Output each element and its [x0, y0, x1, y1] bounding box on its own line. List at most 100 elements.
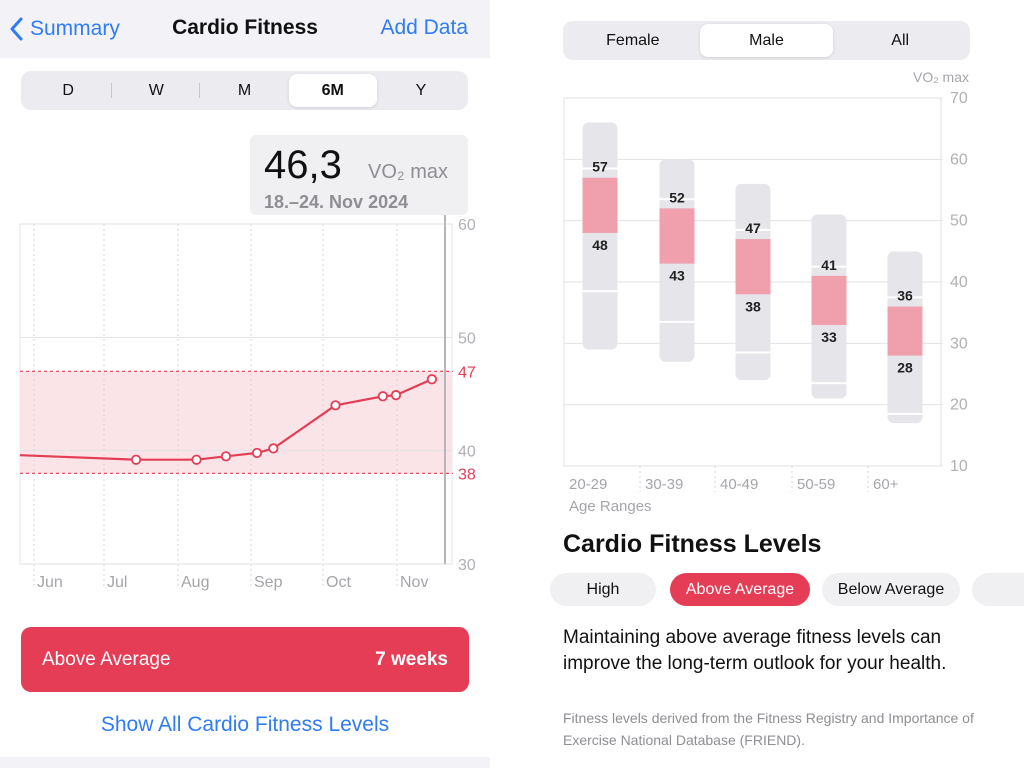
- series-line: [19, 378, 433, 461]
- category-label: 20-29: [569, 476, 607, 493]
- chip-above-average[interactable]: Above Average: [670, 573, 810, 606]
- range-high-label: 41: [821, 257, 837, 273]
- x-axis-title: Age Ranges: [569, 498, 652, 515]
- level-gap: [811, 382, 847, 385]
- range-high-label: 52: [669, 189, 685, 205]
- data-point: [268, 443, 279, 454]
- x-tick-label: Aug: [181, 574, 209, 591]
- level-description: Maintaining above average fitness levels…: [563, 627, 947, 674]
- navigation-bar: Summary Cardio Fitness Add Data: [0, 0, 490, 58]
- range-low-label: 33: [821, 329, 837, 345]
- page-title: Cardio Fitness: [172, 16, 318, 39]
- level-gap: [582, 290, 618, 293]
- value-callout: 46,3 VO₂ max 18.–24. Nov 2024: [250, 135, 468, 215]
- y-tick-label: 30: [458, 557, 476, 574]
- y-tick-label: 40: [458, 444, 476, 461]
- above-average-segment: [735, 239, 771, 295]
- range-tab-m[interactable]: M: [237, 81, 252, 99]
- data-point: [191, 454, 202, 465]
- data-point: [251, 447, 263, 459]
- range-tab-d[interactable]: D: [24, 74, 113, 107]
- right-panel: Female Male All VO₂ max 70 60 50 40 30 20 10 20-…: [534, 0, 1024, 768]
- age-column: 36 28: [887, 251, 923, 424]
- level-gap: [735, 351, 771, 354]
- level-chips: High Above Average Below Average: [550, 573, 1024, 606]
- bottom-divider: [0, 757, 490, 768]
- band-lower-label: 38: [458, 466, 476, 483]
- level-gap: [659, 320, 695, 323]
- range-tab-6m[interactable]: 6M: [288, 74, 377, 107]
- level-gap: [582, 167, 618, 170]
- category-label: 30-39: [645, 476, 683, 493]
- time-range-selector: D W M 6M Y: [21, 71, 468, 110]
- level-gap: [659, 198, 695, 201]
- y-unit-label: VO₂ max: [913, 69, 969, 85]
- range-tab-y[interactable]: Y: [415, 81, 427, 99]
- age-column: 57 48: [582, 122, 618, 350]
- callout-value: 46,3: [264, 143, 342, 187]
- above-average-band: [20, 371, 452, 474]
- data-point: [130, 454, 142, 465]
- above-average-segment: [887, 306, 923, 356]
- callout-date: 18.–24. Nov 2024: [264, 192, 409, 212]
- x-tick-label: Jul: [107, 574, 127, 591]
- y-tick-label: 30: [950, 335, 968, 352]
- range-low-label: 43: [669, 268, 685, 284]
- level-gap: [887, 296, 923, 299]
- y-tick-label: 50: [950, 213, 968, 230]
- levels-heading: Cardio Fitness Levels: [563, 530, 822, 558]
- left-panel: Summary Cardio Fitness Add Data D W M 6M…: [0, 0, 490, 768]
- age-column: 47 38: [735, 183, 771, 381]
- data-source-note: Fitness levels derived from the Fitness …: [563, 710, 974, 748]
- range-low-label: 38: [745, 298, 761, 314]
- age-column: 52 43: [659, 159, 695, 362]
- vo2-trend-chart[interactable]: 60 50 40 30 Jun Jul Aug Sep Oct Nov 47 38: [0, 215, 490, 600]
- category-label: 40-49: [720, 476, 758, 493]
- chip-low[interactable]: [972, 573, 1024, 606]
- level-summary-label: Above Average: [42, 649, 171, 670]
- callout-unit: VO₂ max: [368, 161, 448, 183]
- age-range-chart: VO₂ max 70 60 50 40 30 20 10 20-29 30-39 40-49 50-5…: [563, 69, 969, 515]
- range-tab-w[interactable]: W: [112, 74, 201, 107]
- range-high-label: 47: [745, 220, 761, 236]
- data-point: [390, 390, 402, 401]
- range-high-label: 36: [897, 288, 913, 304]
- data-point: [426, 374, 438, 385]
- range-high-label: 57: [592, 159, 608, 175]
- y-tick-label: 50: [458, 330, 476, 347]
- y-tick-label: 60: [950, 151, 968, 168]
- above-average-segment: [659, 208, 695, 264]
- x-tick-label: Jun: [37, 574, 63, 591]
- above-average-segment: [811, 275, 847, 325]
- category-label: 50-59: [797, 476, 835, 493]
- y-tick-label: 70: [950, 90, 968, 107]
- above-average-segment: [582, 177, 618, 233]
- x-tick-label: Sep: [254, 574, 283, 591]
- sex-tab-male[interactable]: Male: [699, 24, 834, 57]
- data-point: [330, 400, 341, 411]
- y-tick-label: 40: [950, 274, 968, 291]
- y-tick-label: 60: [458, 217, 476, 234]
- show-all-levels-link[interactable]: Show All Cardio Fitness Levels: [100, 713, 390, 736]
- sex-selector: Female Male All: [563, 21, 970, 60]
- chip-below-average[interactable]: Below Average: [822, 573, 960, 606]
- chevron-left-icon: [10, 17, 23, 41]
- sex-tab-all[interactable]: All: [891, 31, 910, 49]
- level-gap: [735, 228, 771, 231]
- category-label: 60+: [873, 476, 899, 493]
- level-summary-bar[interactable]: Above Average 7 weeks: [21, 627, 469, 692]
- back-button-label: Summary: [30, 17, 120, 40]
- chip-high[interactable]: High: [550, 573, 656, 606]
- sex-tab-female[interactable]: Female: [606, 31, 660, 49]
- y-tick-label: 20: [950, 397, 968, 414]
- add-data-button[interactable]: Add Data: [380, 16, 468, 39]
- data-point: [220, 451, 232, 462]
- age-column: 41 33: [811, 214, 847, 399]
- range-low-label: 48: [592, 237, 608, 253]
- y-tick-label: 10: [950, 458, 968, 475]
- x-tick-label: Nov: [400, 574, 428, 591]
- data-point: [377, 391, 388, 402]
- back-button[interactable]: Summary: [10, 14, 120, 44]
- level-summary-duration: 7 weeks: [375, 649, 448, 670]
- level-gap: [887, 412, 923, 415]
